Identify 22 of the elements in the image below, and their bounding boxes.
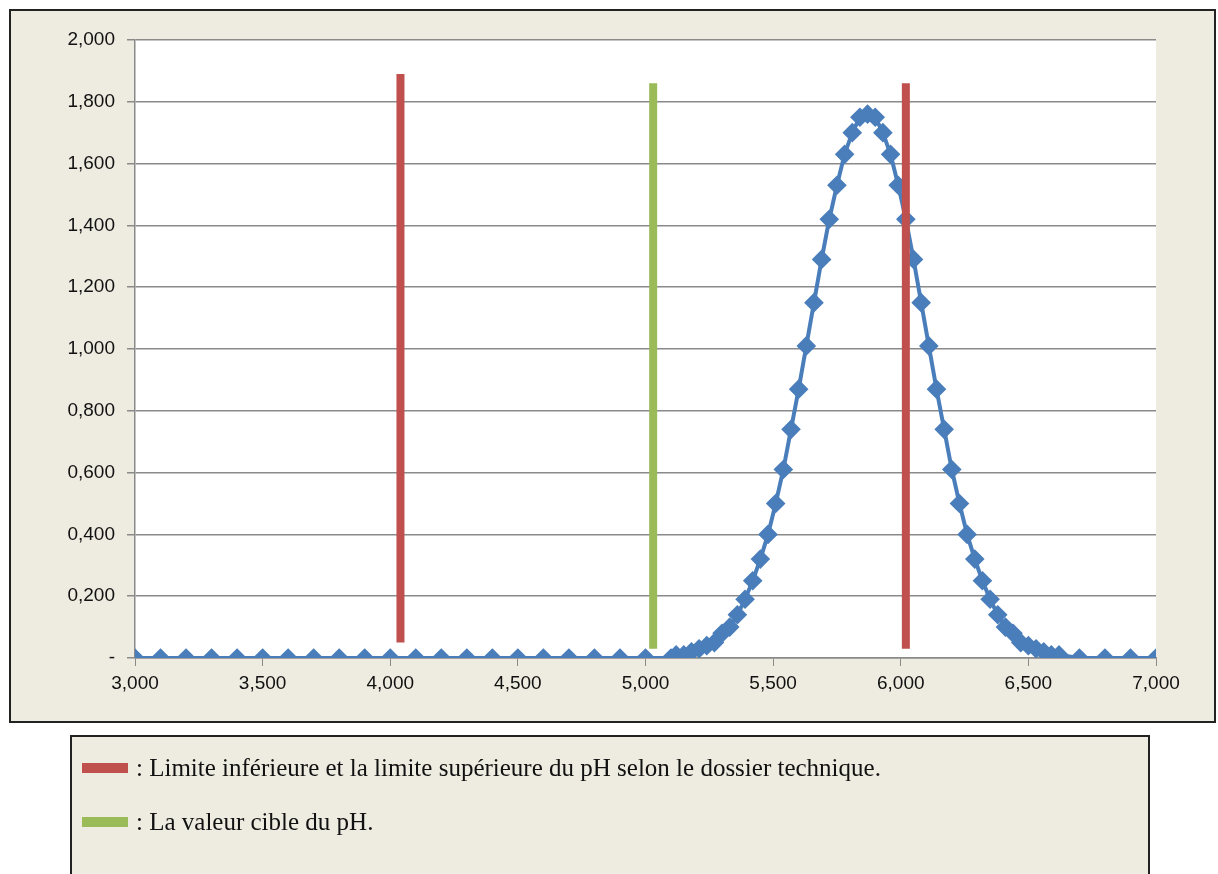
y-tick-label: 1,400 [67, 213, 115, 235]
y-tick-label: 0,600 [67, 460, 115, 482]
y-tick-label: 1,200 [67, 275, 115, 297]
y-tick-label: - [108, 646, 115, 668]
y-tick-label: 0,400 [67, 522, 115, 544]
y-tick-label: 0,200 [67, 584, 115, 606]
x-tick-label: 6,000 [876, 671, 925, 693]
legend-label: : Limite inférieure et la limite supérieure du pH selon le dossier technique. [136, 754, 881, 782]
x-tick-label: 5,000 [621, 671, 670, 693]
legend-label: : La valeur cible du pH. [136, 808, 374, 836]
y-tick-label: 2,000 [67, 28, 115, 50]
y-tick-label: 1,000 [67, 337, 115, 359]
y-tick-label: 0,800 [67, 399, 115, 421]
x-tick-label: 3,500 [238, 671, 287, 693]
y-tick-label: 1,800 [67, 90, 115, 112]
x-tick-label: 3,000 [111, 671, 159, 693]
x-tick-label: 6,500 [1004, 671, 1053, 693]
y-tick-label: 1,600 [67, 151, 115, 173]
x-tick-label: 5,500 [749, 671, 797, 693]
x-tick-label: 7,000 [1132, 671, 1180, 693]
x-tick-label: 4,000 [366, 671, 415, 693]
x-tick-label: 4,500 [494, 671, 542, 693]
